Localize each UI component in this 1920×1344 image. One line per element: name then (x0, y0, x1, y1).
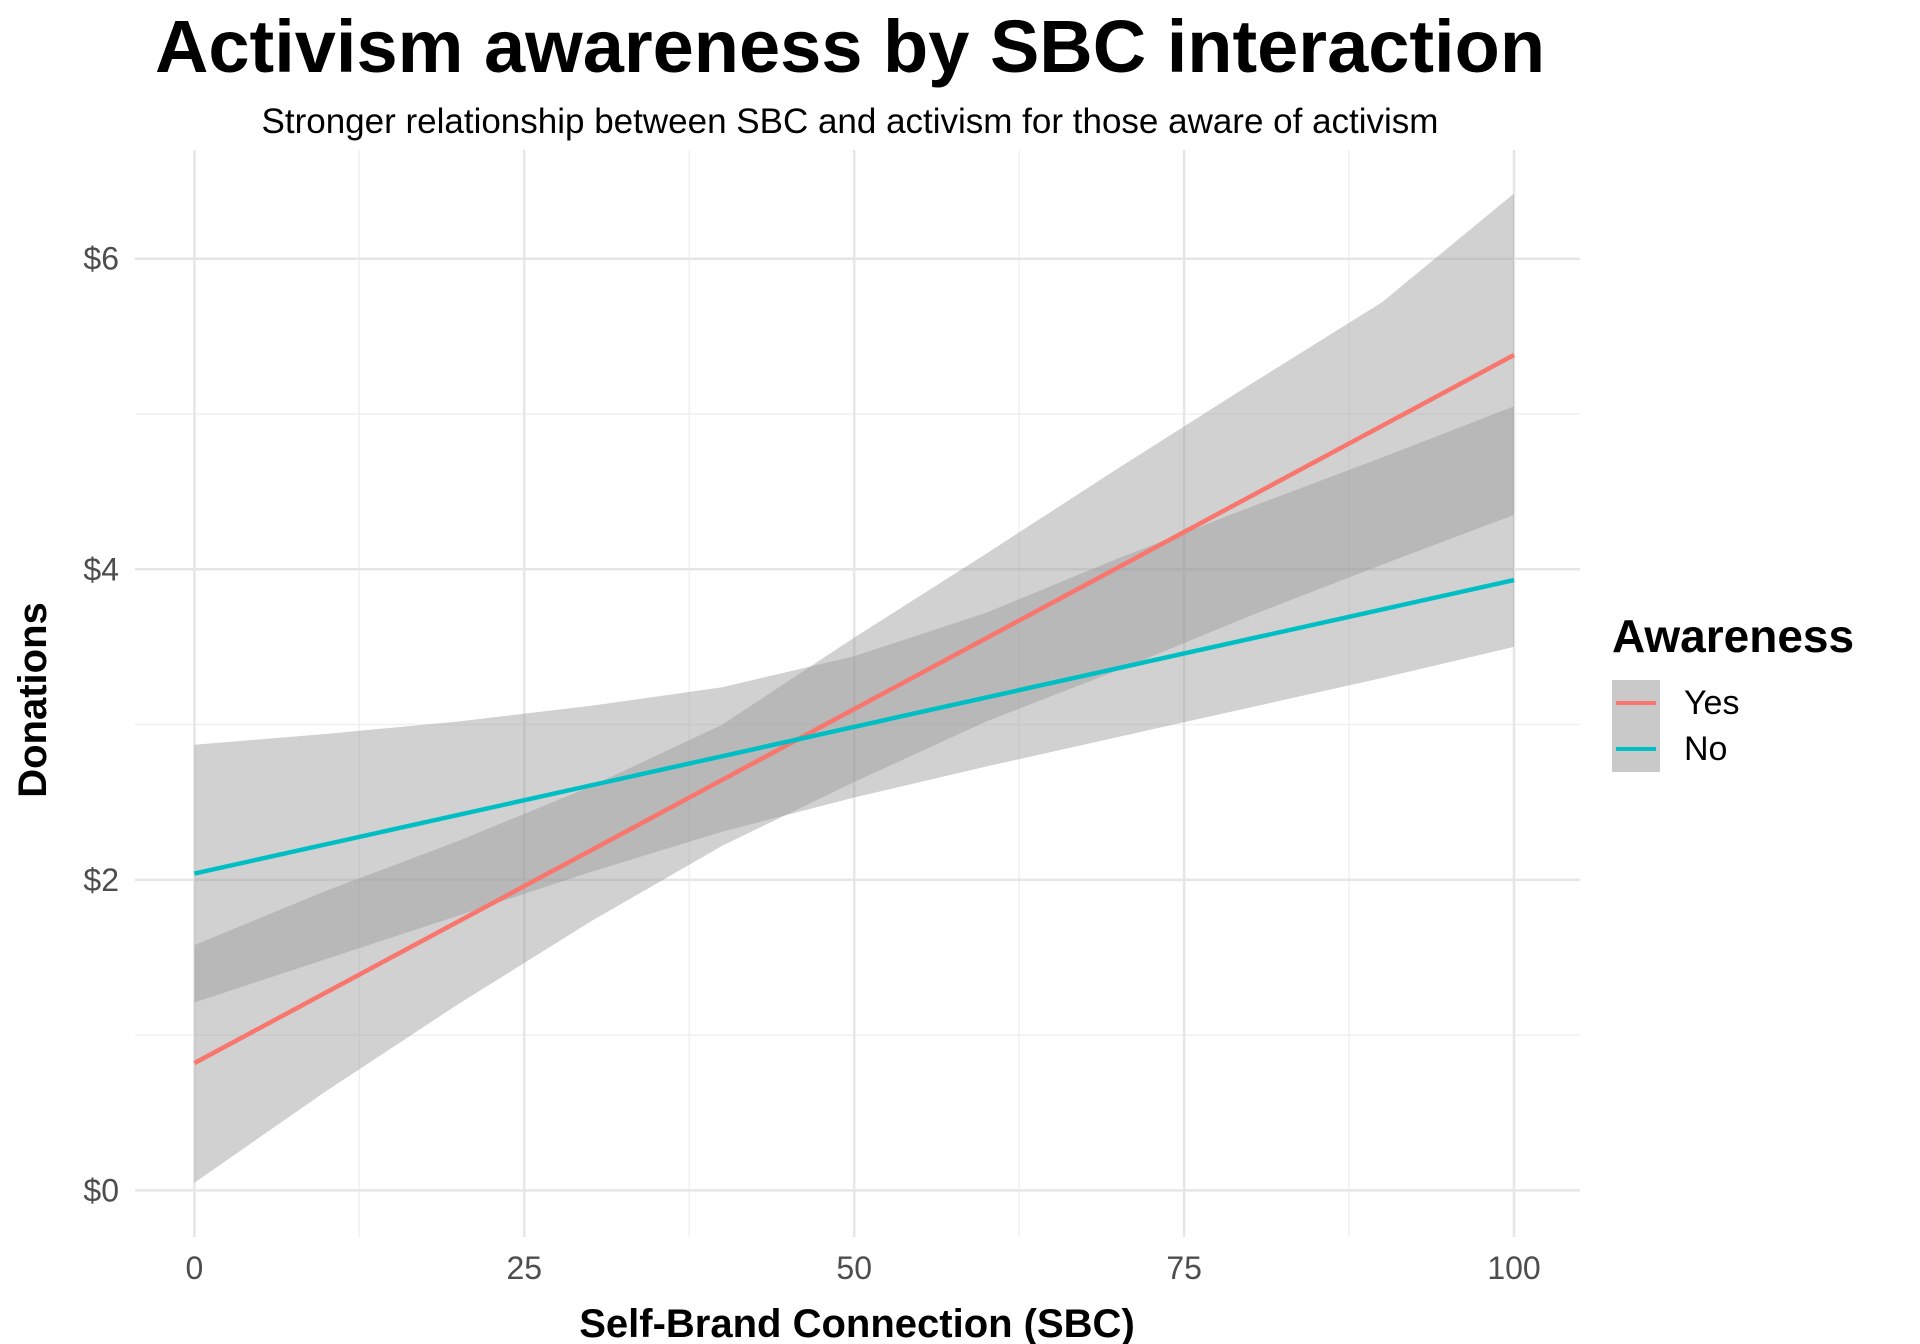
legend-label-yes: Yes (1684, 683, 1740, 722)
x-tick-label: 100 (1487, 1250, 1540, 1286)
legend-label-no: No (1684, 729, 1728, 768)
series-lines (193, 353, 1516, 1066)
x-tick-label: 75 (1166, 1250, 1202, 1286)
x-tick-label: 50 (836, 1250, 872, 1286)
y-tick-label: $2 (83, 862, 119, 898)
ribbon-yes (194, 193, 1514, 1183)
chart-title: Activism awareness by SBC interaction (154, 5, 1546, 88)
chart-subtitle: Stronger relationship between SBC and ac… (261, 102, 1439, 141)
ribbon-no (194, 406, 1514, 1003)
y-tick-label: $0 (83, 1172, 119, 1208)
legend-key-no (1612, 726, 1660, 772)
legend-title: Awareness (1612, 610, 1855, 662)
series-line-yes (193, 353, 1516, 1066)
series-line-no (193, 577, 1515, 876)
y-tick-label: $6 (83, 241, 119, 277)
x-axis-title: Self-Brand Connection (SBC) (579, 1302, 1135, 1344)
tick-labels: 0 25 50 75 100 $0 $2 $4 $6 (83, 241, 1540, 1286)
x-tick-label: 0 (185, 1250, 203, 1286)
legend-item-yes: Yes (1612, 680, 1854, 726)
legend-item-no: No (1612, 726, 1854, 772)
legend-key-yes (1612, 680, 1660, 726)
grid-lines (135, 150, 1580, 1237)
x-tick-label: 25 (506, 1250, 542, 1286)
y-tick-label: $4 (83, 551, 119, 587)
confidence-ribbons (194, 193, 1514, 1183)
legend: Awareness Yes No (1612, 608, 1854, 772)
y-axis-title: Donations (11, 602, 55, 798)
